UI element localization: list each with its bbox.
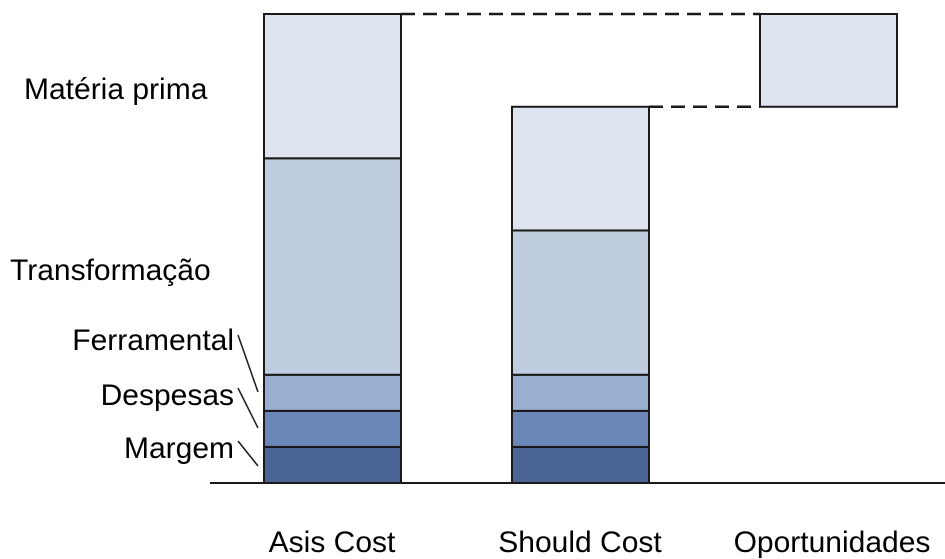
bar-should-cost-despesas	[511, 409, 650, 448]
bar-should-cost-materia-prima	[511, 105, 650, 232]
category-label-as-is-cost: Asis Cost	[269, 526, 396, 559]
bar-as-is-cost-materia-prima	[263, 13, 402, 160]
leader-line-margem	[237, 440, 259, 467]
segment-label-despesas: Despesas	[101, 379, 234, 412]
leader-line-despesas	[237, 387, 259, 429]
bar-should-cost-ferramental	[511, 373, 650, 412]
segment-label-materia-prima: Matéria prima	[24, 73, 208, 106]
segment-label-ferramental: Ferramental	[72, 324, 234, 357]
bar-as-is-cost-transformacao	[263, 157, 402, 376]
category-label-oportunidades: Oportunidades	[734, 526, 931, 559]
bar-as-is-cost-ferramental	[263, 373, 402, 412]
leader-line-ferramental	[237, 334, 259, 393]
bar-should-cost-margem	[511, 445, 650, 484]
segment-label-transformacao: Transformação	[10, 254, 211, 287]
segment-label-margem: Margem	[124, 432, 234, 465]
bar-as-is-cost-despesas	[263, 409, 402, 448]
bar-as-is-cost-margem	[263, 445, 402, 484]
bar-oportunidades	[759, 13, 898, 108]
category-label-should-cost: Should Cost	[498, 526, 662, 559]
bar-should-cost-transformacao	[511, 229, 650, 376]
